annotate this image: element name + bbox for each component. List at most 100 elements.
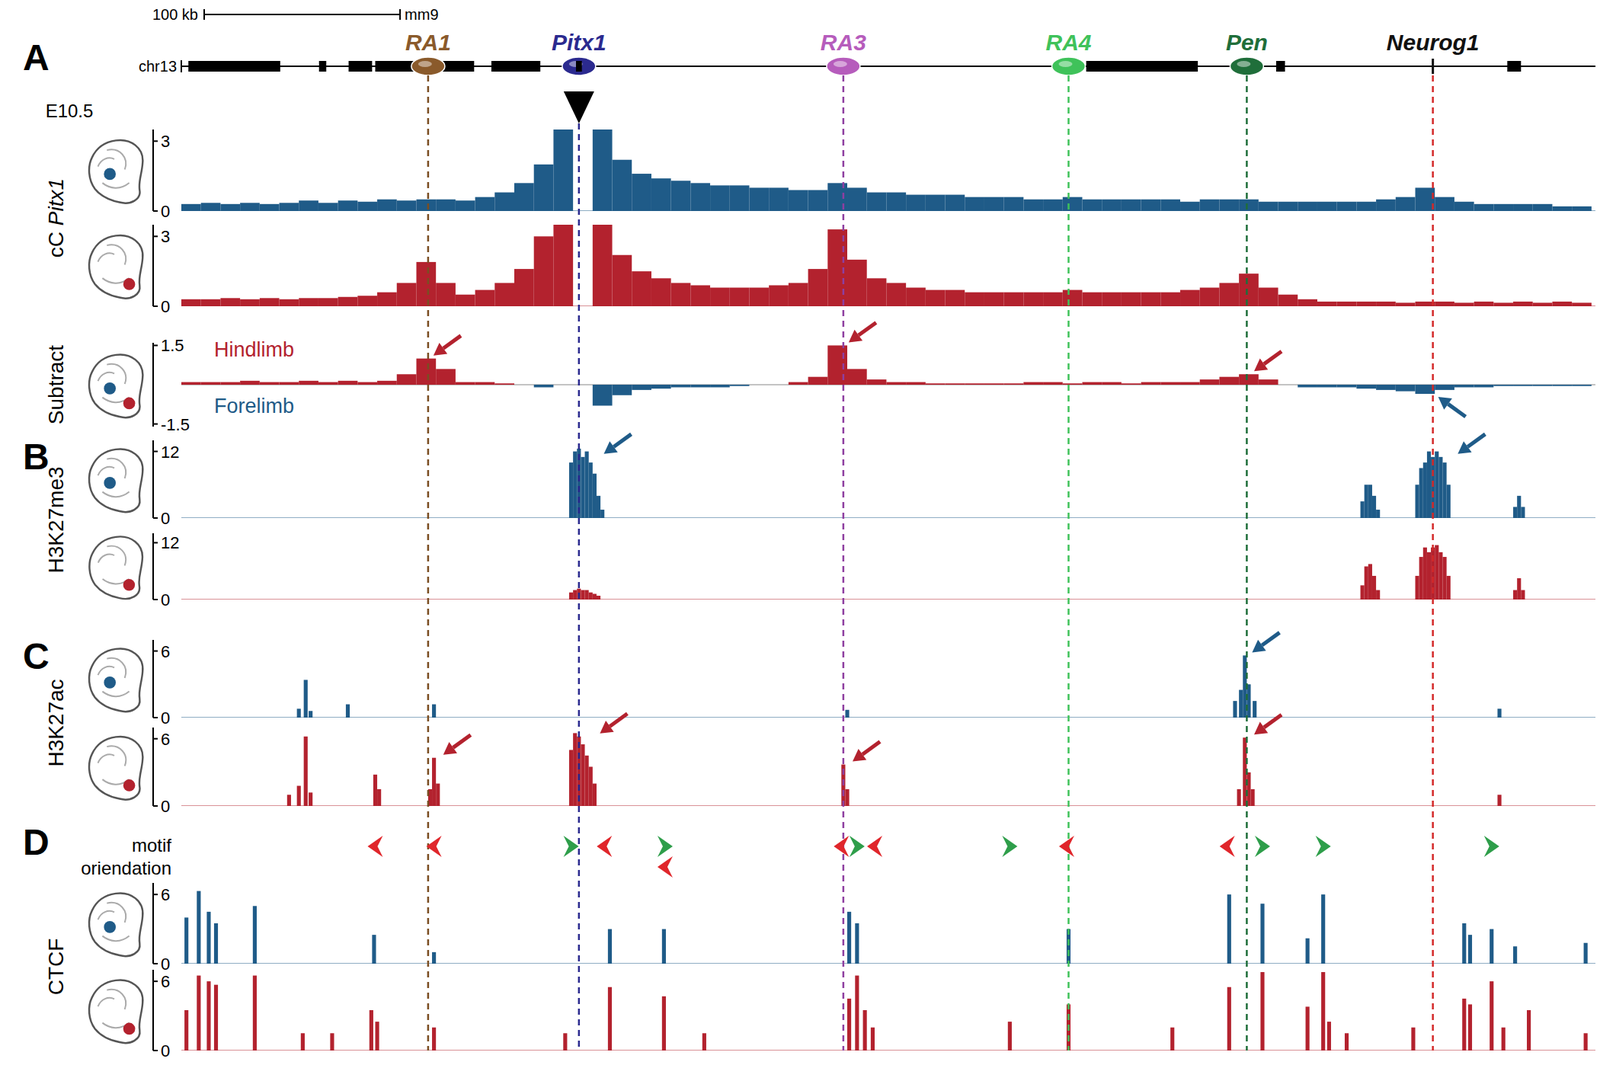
signal-bar — [1297, 299, 1318, 307]
signal-bar — [1258, 288, 1279, 307]
signal-bar — [710, 288, 730, 307]
signal-bar — [240, 202, 260, 212]
signal-bar — [357, 295, 378, 307]
embryo-detail — [98, 458, 130, 497]
signal-bar — [279, 382, 300, 385]
y-tick — [153, 210, 158, 212]
ctcf-motif — [657, 856, 673, 878]
element-guide — [578, 123, 581, 1051]
signal-bar — [475, 197, 496, 212]
signal-bar — [1337, 301, 1357, 307]
signal-bar — [1180, 382, 1200, 385]
signal-bar — [710, 185, 730, 212]
signal-bar — [1360, 585, 1365, 600]
signal-bar — [563, 1033, 567, 1051]
signal-bar — [984, 292, 1005, 307]
signal-bar — [964, 292, 985, 307]
signal-bar — [945, 383, 966, 385]
signal-bar — [1344, 1033, 1349, 1051]
embryo-icon — [89, 354, 143, 418]
signal-bar — [690, 384, 711, 388]
signal-bar — [585, 451, 589, 519]
signal-bar — [1337, 201, 1357, 212]
signal-bar — [287, 794, 292, 807]
signal-bar — [184, 917, 189, 964]
signal-bar — [585, 755, 589, 807]
annotation-arrow — [1448, 403, 1466, 417]
embryo-detail — [98, 658, 130, 697]
signal-bar — [631, 384, 652, 391]
signal-bar — [1297, 201, 1318, 212]
signal-bar — [1526, 1010, 1531, 1051]
signal-bar — [553, 224, 573, 307]
signal-bar — [214, 985, 218, 1051]
signal-bar — [304, 679, 308, 718]
embryo-outline — [89, 979, 143, 1044]
element-guide — [1067, 75, 1070, 1051]
signal-bar — [631, 173, 652, 212]
signal-bar — [1317, 384, 1338, 388]
signal-bar — [608, 987, 612, 1051]
signal-bar — [1434, 197, 1455, 212]
signal-bar — [1081, 382, 1102, 385]
embryo-outline — [89, 235, 143, 299]
signal-bar — [1520, 506, 1525, 519]
embryo-outline — [89, 448, 143, 512]
panel-letter: A — [22, 37, 50, 78]
y-tick-label: 0 — [160, 201, 170, 221]
signal-bar — [596, 595, 601, 600]
signal-bar — [925, 290, 946, 307]
signal-bar — [1462, 998, 1466, 1051]
signal-bar — [596, 496, 601, 519]
signal-bar — [196, 976, 201, 1051]
signal-bar — [1170, 1027, 1175, 1051]
element — [1229, 57, 1264, 76]
signal-bar — [569, 749, 573, 807]
element-guide — [842, 75, 845, 1051]
signal-bar — [588, 462, 593, 519]
signal-bar — [220, 204, 240, 212]
scale-bar — [204, 13, 400, 16]
viewpoint — [563, 91, 595, 124]
signal-bar — [788, 382, 809, 385]
signal-bar — [1327, 1021, 1332, 1051]
signal-bar — [925, 383, 946, 385]
assembly: mm9 — [404, 6, 439, 23]
signal-bar — [1438, 457, 1443, 519]
signal-bar — [1454, 201, 1475, 212]
signal-bar — [184, 1010, 189, 1051]
signal-bar — [396, 282, 417, 307]
signal-bar — [844, 789, 849, 807]
signal-bar — [612, 255, 633, 307]
signal-bar — [631, 271, 652, 307]
signal-bar — [827, 345, 848, 385]
signal-bar — [867, 278, 887, 307]
signal-bar — [854, 923, 859, 964]
track-label: CTCF — [44, 938, 68, 996]
signal-bar — [1317, 201, 1338, 212]
track — [181, 655, 1596, 718]
baseline — [181, 717, 1596, 719]
signal-bar — [1160, 382, 1181, 385]
signal-bar — [432, 952, 436, 964]
gene — [348, 60, 373, 72]
signal-bar — [847, 998, 852, 1051]
y-tick-label: 6 — [160, 972, 170, 992]
element-label: Pitx1 — [551, 29, 607, 55]
y-tick-label: 12 — [160, 442, 180, 462]
embryo-detail — [98, 546, 130, 585]
ctcf-motif — [1315, 835, 1332, 858]
y-tick — [153, 140, 158, 142]
signal-bar — [1200, 379, 1220, 385]
signal-bar — [1571, 302, 1592, 307]
signal-bar — [338, 297, 359, 307]
annotation-arrowhead — [1254, 358, 1268, 372]
signal-bar — [1513, 946, 1517, 964]
signal-bar — [1395, 302, 1416, 307]
track — [181, 345, 1596, 406]
y-tick-label: 0 — [160, 297, 170, 317]
embryo-outline — [89, 648, 143, 712]
signal-bar — [808, 268, 829, 307]
signal-bar — [870, 1027, 875, 1051]
y-tick — [153, 598, 158, 601]
